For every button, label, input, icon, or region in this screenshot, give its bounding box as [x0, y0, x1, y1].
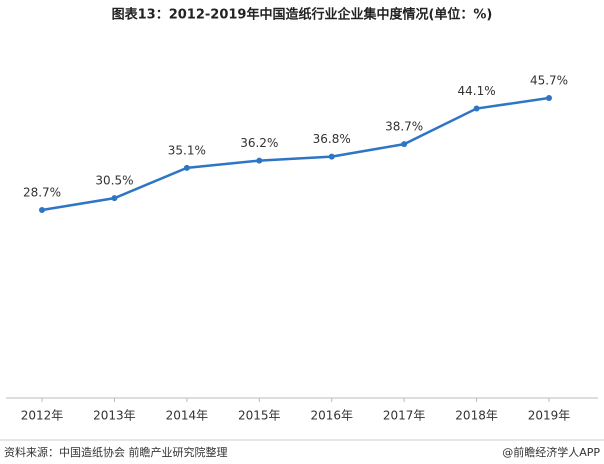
- x-tick-label: 2018年: [455, 409, 498, 423]
- value-label: 36.8%: [313, 132, 351, 146]
- point: [111, 195, 118, 202]
- value-label: 28.7%: [23, 186, 61, 200]
- x-tick-label: 2016年: [310, 409, 353, 423]
- x-tick-label: 2012年: [21, 409, 64, 423]
- value-label: 35.1%: [168, 143, 206, 157]
- value-label: 38.7%: [385, 120, 423, 134]
- line: [41, 96, 550, 212]
- value-label: 36.2%: [240, 136, 278, 150]
- point: [39, 207, 45, 213]
- chart-title: 图表13：2012-2019年中国造纸行业企业集中度情况(单位：%): [112, 7, 493, 23]
- point: [546, 95, 552, 101]
- point: [328, 153, 335, 160]
- x-tick-label: 2015年: [238, 409, 281, 423]
- x-tick-label: 2014年: [166, 409, 209, 423]
- source: 资料来源：中国造纸协会 前瞻产业研究院整理: [4, 445, 228, 459]
- credit: @前瞻经济学人APP: [502, 445, 600, 459]
- x-tick-label: 2017年: [383, 409, 426, 423]
- value-label: 45.7%: [530, 74, 568, 88]
- x-tick-label: 2019年: [528, 409, 571, 423]
- point: [256, 157, 263, 164]
- point: [183, 164, 190, 171]
- x-tick-label: 2013年: [93, 409, 136, 423]
- value-label: 44.1%: [458, 84, 496, 98]
- point: [401, 141, 408, 148]
- value-label: 30.5%: [95, 174, 133, 188]
- point: [473, 105, 480, 112]
